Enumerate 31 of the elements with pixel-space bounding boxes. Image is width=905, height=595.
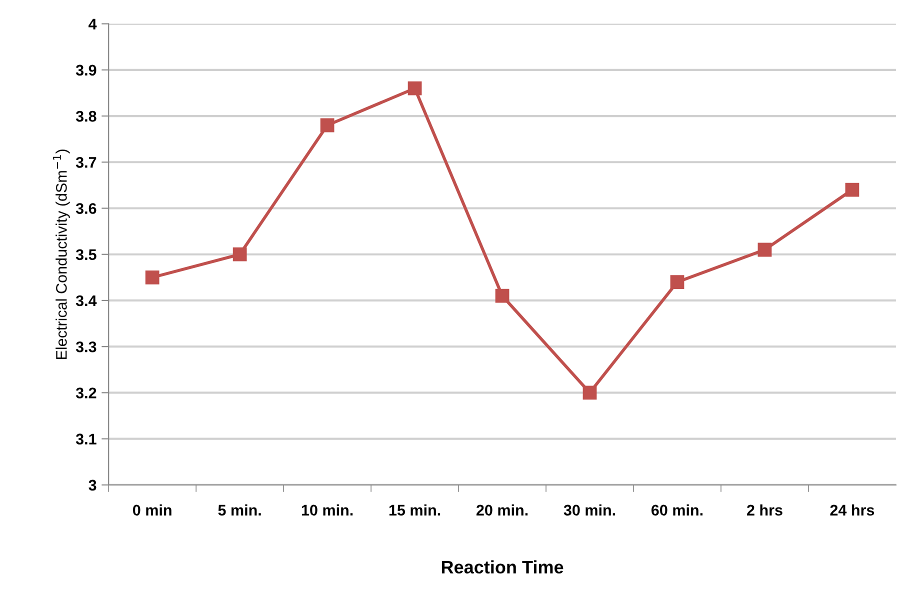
x-tick-label: 60 min. — [651, 504, 703, 516]
y-tick-label: 4 — [88, 18, 97, 30]
x-tick-label: 30 min. — [564, 504, 616, 516]
y-tick-label: 3.3 — [76, 341, 96, 352]
point — [320, 118, 334, 132]
x-tick-label: 20 min. — [476, 504, 528, 516]
y-tick-label: 3.2 — [76, 388, 96, 398]
y-tick-label: 3.8 — [76, 110, 96, 122]
point — [408, 81, 422, 96]
y-tick-label: 3 — [88, 480, 96, 491]
point — [495, 288, 510, 303]
x-tick-label: 5 min. — [218, 504, 261, 516]
point — [232, 247, 247, 262]
x-tick-label: 0 min — [132, 504, 172, 516]
y-tick-label: 3.1 — [76, 434, 96, 445]
point — [145, 270, 160, 284]
x-axis-title: Reaction Time — [442, 560, 564, 574]
y-tick-label: 3.6 — [76, 203, 96, 214]
x-tick-label: 24 hrs — [830, 504, 874, 516]
point — [670, 275, 684, 289]
x-tick-label: 2 hrs — [747, 504, 782, 516]
y-tick-label: 3.7 — [76, 157, 96, 168]
x-tick-label: 10 min. — [302, 504, 353, 516]
y-tick-label: 3.9 — [76, 64, 96, 76]
point — [845, 182, 860, 197]
point — [582, 386, 597, 400]
point — [758, 242, 772, 257]
y-tick-label: 3.5 — [76, 249, 96, 260]
y-axis-title: Electrical Conductivity (dSm$^{−1}$) — [53, 150, 70, 359]
y-tick-label: 3.4 — [76, 295, 97, 306]
x-tick-label: 15 min. — [389, 504, 440, 516]
